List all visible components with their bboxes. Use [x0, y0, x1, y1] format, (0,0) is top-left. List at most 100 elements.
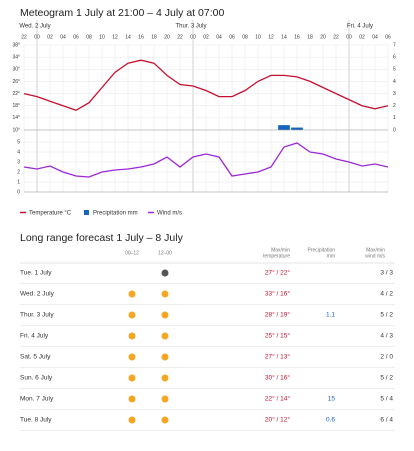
day-name: Sat. 5 July [20, 354, 51, 361]
y3-tick-label: 4 [17, 149, 20, 155]
temperature: 27° / 22° [265, 269, 290, 277]
legend-label: Precipitation mm [93, 211, 138, 217]
day-label: Wed. 2 July [19, 24, 50, 30]
column-header: Max/min [271, 247, 290, 253]
temperature: 25° / 15° [265, 332, 290, 340]
temperature: 33° / 16° [265, 290, 290, 298]
y2-tick-label: 2 [393, 103, 396, 109]
wind: 5 / 2 [380, 312, 393, 319]
wind: 5 / 4 [380, 396, 393, 403]
y3-tick-label: 0 [17, 189, 20, 195]
temperature: 30° / 16° [265, 374, 290, 382]
x-tick-label: 12 [268, 34, 274, 40]
temperature: 28° / 19° [265, 311, 290, 319]
x-tick-label: 06 [385, 34, 391, 40]
weather-icon [128, 416, 136, 424]
precip-bar [291, 127, 303, 130]
x-tick-label: 04 [60, 34, 66, 40]
day-name: Mon. 7 July [20, 396, 54, 403]
x-tick-label: 08 [86, 34, 92, 40]
column-header: mm [327, 253, 335, 259]
x-tick-label: 06 [229, 34, 235, 40]
day-name: Wed. 2 July [20, 291, 55, 298]
y-tick-label: 38° [12, 42, 20, 48]
day-label: Fri. 4 July [347, 24, 373, 30]
forecast-title: Long range forecast 1 July – 8 July [20, 232, 184, 244]
y-tick-label: 30° [12, 67, 20, 73]
legend-label: Wind m/s [157, 211, 182, 217]
column-header: Precipitation [307, 247, 335, 253]
x-tick-label: 12 [112, 34, 118, 40]
weather-icon [161, 332, 169, 340]
y2-tick-label: 0 [393, 127, 396, 133]
column-header: temperature [263, 253, 290, 259]
x-tick-label: 02 [359, 34, 365, 40]
y-tick-label: 18° [12, 103, 20, 109]
temperature: 27° / 13° [265, 353, 290, 361]
y2-tick-label: 7 [393, 42, 396, 48]
weather-icon [128, 353, 136, 361]
weather-icon [161, 269, 169, 277]
weather-icon [161, 395, 169, 403]
wind: 3 / 3 [380, 270, 393, 277]
y-tick-label: 14° [12, 115, 20, 121]
x-tick-label: 14 [281, 34, 287, 40]
x-tick-label: 10 [99, 34, 105, 40]
x-tick-label: 18 [307, 34, 313, 40]
weather-icon [128, 290, 136, 298]
weather-icon [161, 311, 169, 319]
precipitation: 1.1 [326, 312, 335, 319]
y-tick-label: 10° [12, 127, 20, 133]
x-tick-label: 06 [73, 34, 79, 40]
meteogram-title: Meteogram 1 July at 21:00 – 4 July at 07… [20, 7, 224, 19]
column-header: Max/min [366, 247, 385, 253]
day-name: Fri. 4 July [20, 333, 49, 340]
x-tick-label: 20 [320, 34, 326, 40]
wind: 4 / 2 [380, 291, 393, 298]
x-tick-label: 04 [372, 34, 378, 40]
x-tick-label: 16 [294, 34, 300, 40]
day-name: Thur. 3 July [20, 312, 54, 319]
weather-icon [161, 290, 169, 298]
weather-icon [128, 395, 136, 403]
legend-swatch [84, 210, 89, 215]
wind: 5 / 2 [380, 375, 393, 382]
x-tick-label: 22 [177, 34, 183, 40]
y3-tick-label: 3 [17, 159, 20, 165]
y-tick-label: 22° [12, 91, 20, 97]
x-tick-label: 18 [151, 34, 157, 40]
x-tick-label: 02 [47, 34, 53, 40]
y3-tick-label: 5 [17, 139, 20, 145]
y2-tick-label: 4 [393, 79, 396, 85]
weather-icon [161, 353, 169, 361]
temperature-line [23, 59, 389, 112]
x-tick-label: 04 [216, 34, 222, 40]
precip-bar [278, 125, 290, 130]
wind: 4 / 3 [380, 333, 393, 340]
weather-icon [128, 374, 136, 382]
wind: 6 / 4 [380, 417, 393, 424]
y3-tick-label: 2 [17, 169, 20, 175]
wind-line [23, 142, 389, 178]
day-name: Tue. 8 July [20, 417, 52, 424]
day-label: Thur. 3 July [175, 24, 206, 30]
weather-icon [161, 416, 169, 424]
y2-tick-label: 1 [393, 115, 396, 121]
x-tick-label: 16 [138, 34, 144, 40]
day-name: Tue. 1 July [20, 270, 52, 277]
precipitation: 15 [328, 396, 336, 403]
x-tick-label: 10 [255, 34, 261, 40]
y2-tick-label: 5 [393, 67, 396, 73]
x-tick-label: 02 [203, 34, 209, 40]
x-tick-label: 14 [125, 34, 131, 40]
precipitation: 0.6 [326, 417, 335, 424]
wind: 2 / 0 [380, 354, 393, 361]
x-tick-label: 20 [164, 34, 170, 40]
y-tick-label: 34° [12, 54, 20, 60]
legend-label: Temperature °C [29, 211, 72, 217]
column-header: 00–12 [125, 250, 139, 256]
weather-icon [128, 332, 136, 340]
y-tick-label: 26° [12, 79, 20, 85]
x-tick-label: 22 [333, 34, 339, 40]
